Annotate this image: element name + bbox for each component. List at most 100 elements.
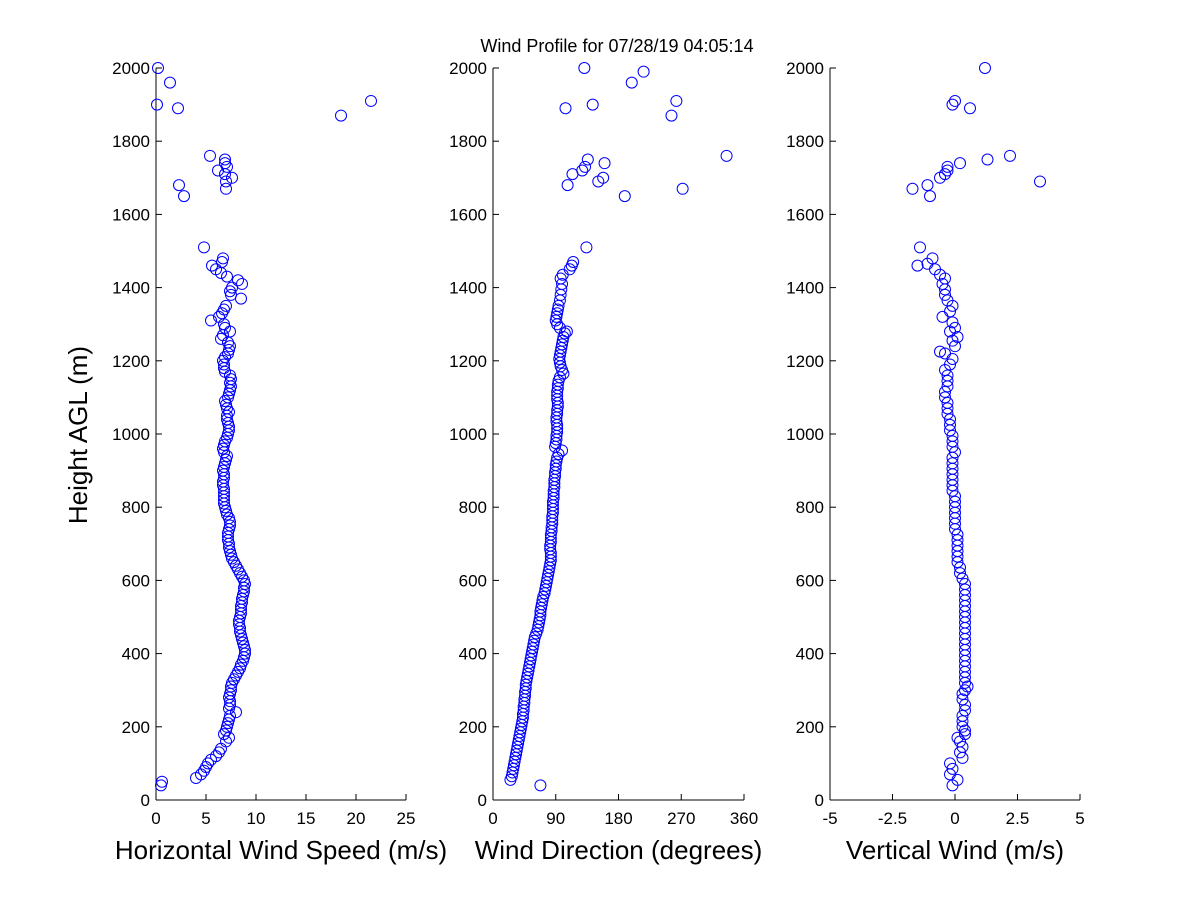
- data-point: [924, 190, 936, 203]
- data-point: [534, 779, 547, 792]
- data-point: [550, 455, 563, 468]
- y-tick-label: 800: [122, 498, 150, 517]
- data-point: [914, 241, 926, 254]
- x-tick-label: 0: [488, 809, 497, 828]
- y-tick-label: 0: [478, 791, 487, 810]
- data-point: [335, 109, 347, 122]
- data-point: [527, 638, 540, 651]
- y-tick-label: 2000: [449, 59, 487, 78]
- data-point: [152, 62, 164, 74]
- y-axis-label: Height AGL (m): [63, 346, 93, 524]
- data-point: [946, 435, 959, 448]
- data-point: [961, 680, 974, 693]
- panel-horizontal-wind-speed: 0 200 400 600 800 1000 1200 1400 1600 1800 2000 0 5 1…: [112, 59, 447, 865]
- data-point: [934, 345, 946, 358]
- y-tick-label: 1000: [112, 425, 150, 444]
- x-axis-label: Wind Direction (degrees): [475, 835, 763, 865]
- x-tick-label: 20: [347, 809, 366, 828]
- data-point: [954, 561, 966, 574]
- data-point: [946, 429, 959, 442]
- data-point: [921, 179, 934, 192]
- data-point: [956, 693, 969, 706]
- data-point: [939, 288, 951, 301]
- data-point: [204, 149, 216, 162]
- y-tick-label: 1200: [786, 352, 824, 371]
- data-point: [551, 303, 564, 316]
- y-tick-label: 1600: [786, 205, 824, 224]
- data-point: [939, 168, 951, 181]
- x-tick-label: 0: [151, 809, 160, 828]
- data-point: [949, 340, 961, 353]
- x-tick-label: -5: [822, 809, 837, 828]
- y-tick-label: 1000: [786, 425, 824, 444]
- data-point: [221, 449, 233, 462]
- data-point: [949, 446, 961, 459]
- data-point: [959, 578, 971, 591]
- data-point: [941, 396, 954, 409]
- data-point: [556, 277, 569, 290]
- data-point: [581, 153, 594, 166]
- data-point: [202, 757, 214, 770]
- data-point: [946, 762, 959, 775]
- data-point: [949, 495, 961, 508]
- y-tick-label: 600: [796, 571, 824, 590]
- data-point: [597, 171, 610, 184]
- data-point: [232, 274, 244, 287]
- figure-title: Wind Profile for 07/28/19 04:05:14: [480, 36, 753, 56]
- data-point: [959, 724, 971, 737]
- x-tick-label: -2.5: [878, 809, 907, 828]
- data-point: [979, 62, 991, 74]
- data-point: [676, 182, 689, 195]
- x-tick-label: 25: [397, 809, 416, 828]
- data-point: [576, 164, 589, 177]
- y-tick-label: 1400: [449, 279, 487, 298]
- y-tick-label: 400: [122, 645, 150, 664]
- data-point: [939, 391, 951, 404]
- y-tick-label: 600: [122, 571, 150, 590]
- x-tick-label: 0: [950, 809, 959, 828]
- data-point: [941, 294, 954, 307]
- y-tick-label: 1600: [112, 205, 150, 224]
- data-point: [535, 598, 548, 611]
- data-point: [178, 190, 190, 203]
- data-point: [951, 528, 964, 541]
- data-point: [225, 684, 237, 697]
- data-point: [226, 171, 238, 184]
- data-point: [936, 277, 949, 290]
- data-point: [941, 164, 954, 177]
- data-point: [944, 757, 956, 770]
- data-point: [1034, 175, 1046, 188]
- data-point: [956, 740, 969, 753]
- data-point: [198, 241, 210, 254]
- data-point: [205, 314, 217, 327]
- x-tick-label: 360: [730, 809, 758, 828]
- data-point: [556, 338, 569, 351]
- y-tick-label: 400: [459, 645, 487, 664]
- data-point: [720, 149, 733, 162]
- x-tick-label: 5: [1075, 809, 1084, 828]
- data-point: [365, 94, 377, 107]
- y-tick-label: 600: [459, 571, 487, 590]
- data-point: [220, 299, 232, 312]
- data-point: [553, 321, 566, 334]
- data-point: [665, 109, 678, 122]
- data-point: [951, 731, 964, 744]
- y-tick-label: 1200: [449, 352, 487, 371]
- y-tick-label: 0: [815, 791, 824, 810]
- data-point: [944, 358, 956, 371]
- data-point: [944, 418, 956, 431]
- data-point: [637, 65, 650, 78]
- data-point: [220, 175, 232, 188]
- data-point: [578, 62, 591, 74]
- data-point: [911, 259, 924, 272]
- data-point: [1004, 149, 1016, 162]
- data-point: [939, 385, 951, 398]
- x-tick-label: 270: [667, 809, 695, 828]
- data-point: [954, 157, 966, 170]
- data-point: [939, 347, 951, 360]
- data-point: [219, 157, 231, 170]
- data-point: [164, 76, 176, 89]
